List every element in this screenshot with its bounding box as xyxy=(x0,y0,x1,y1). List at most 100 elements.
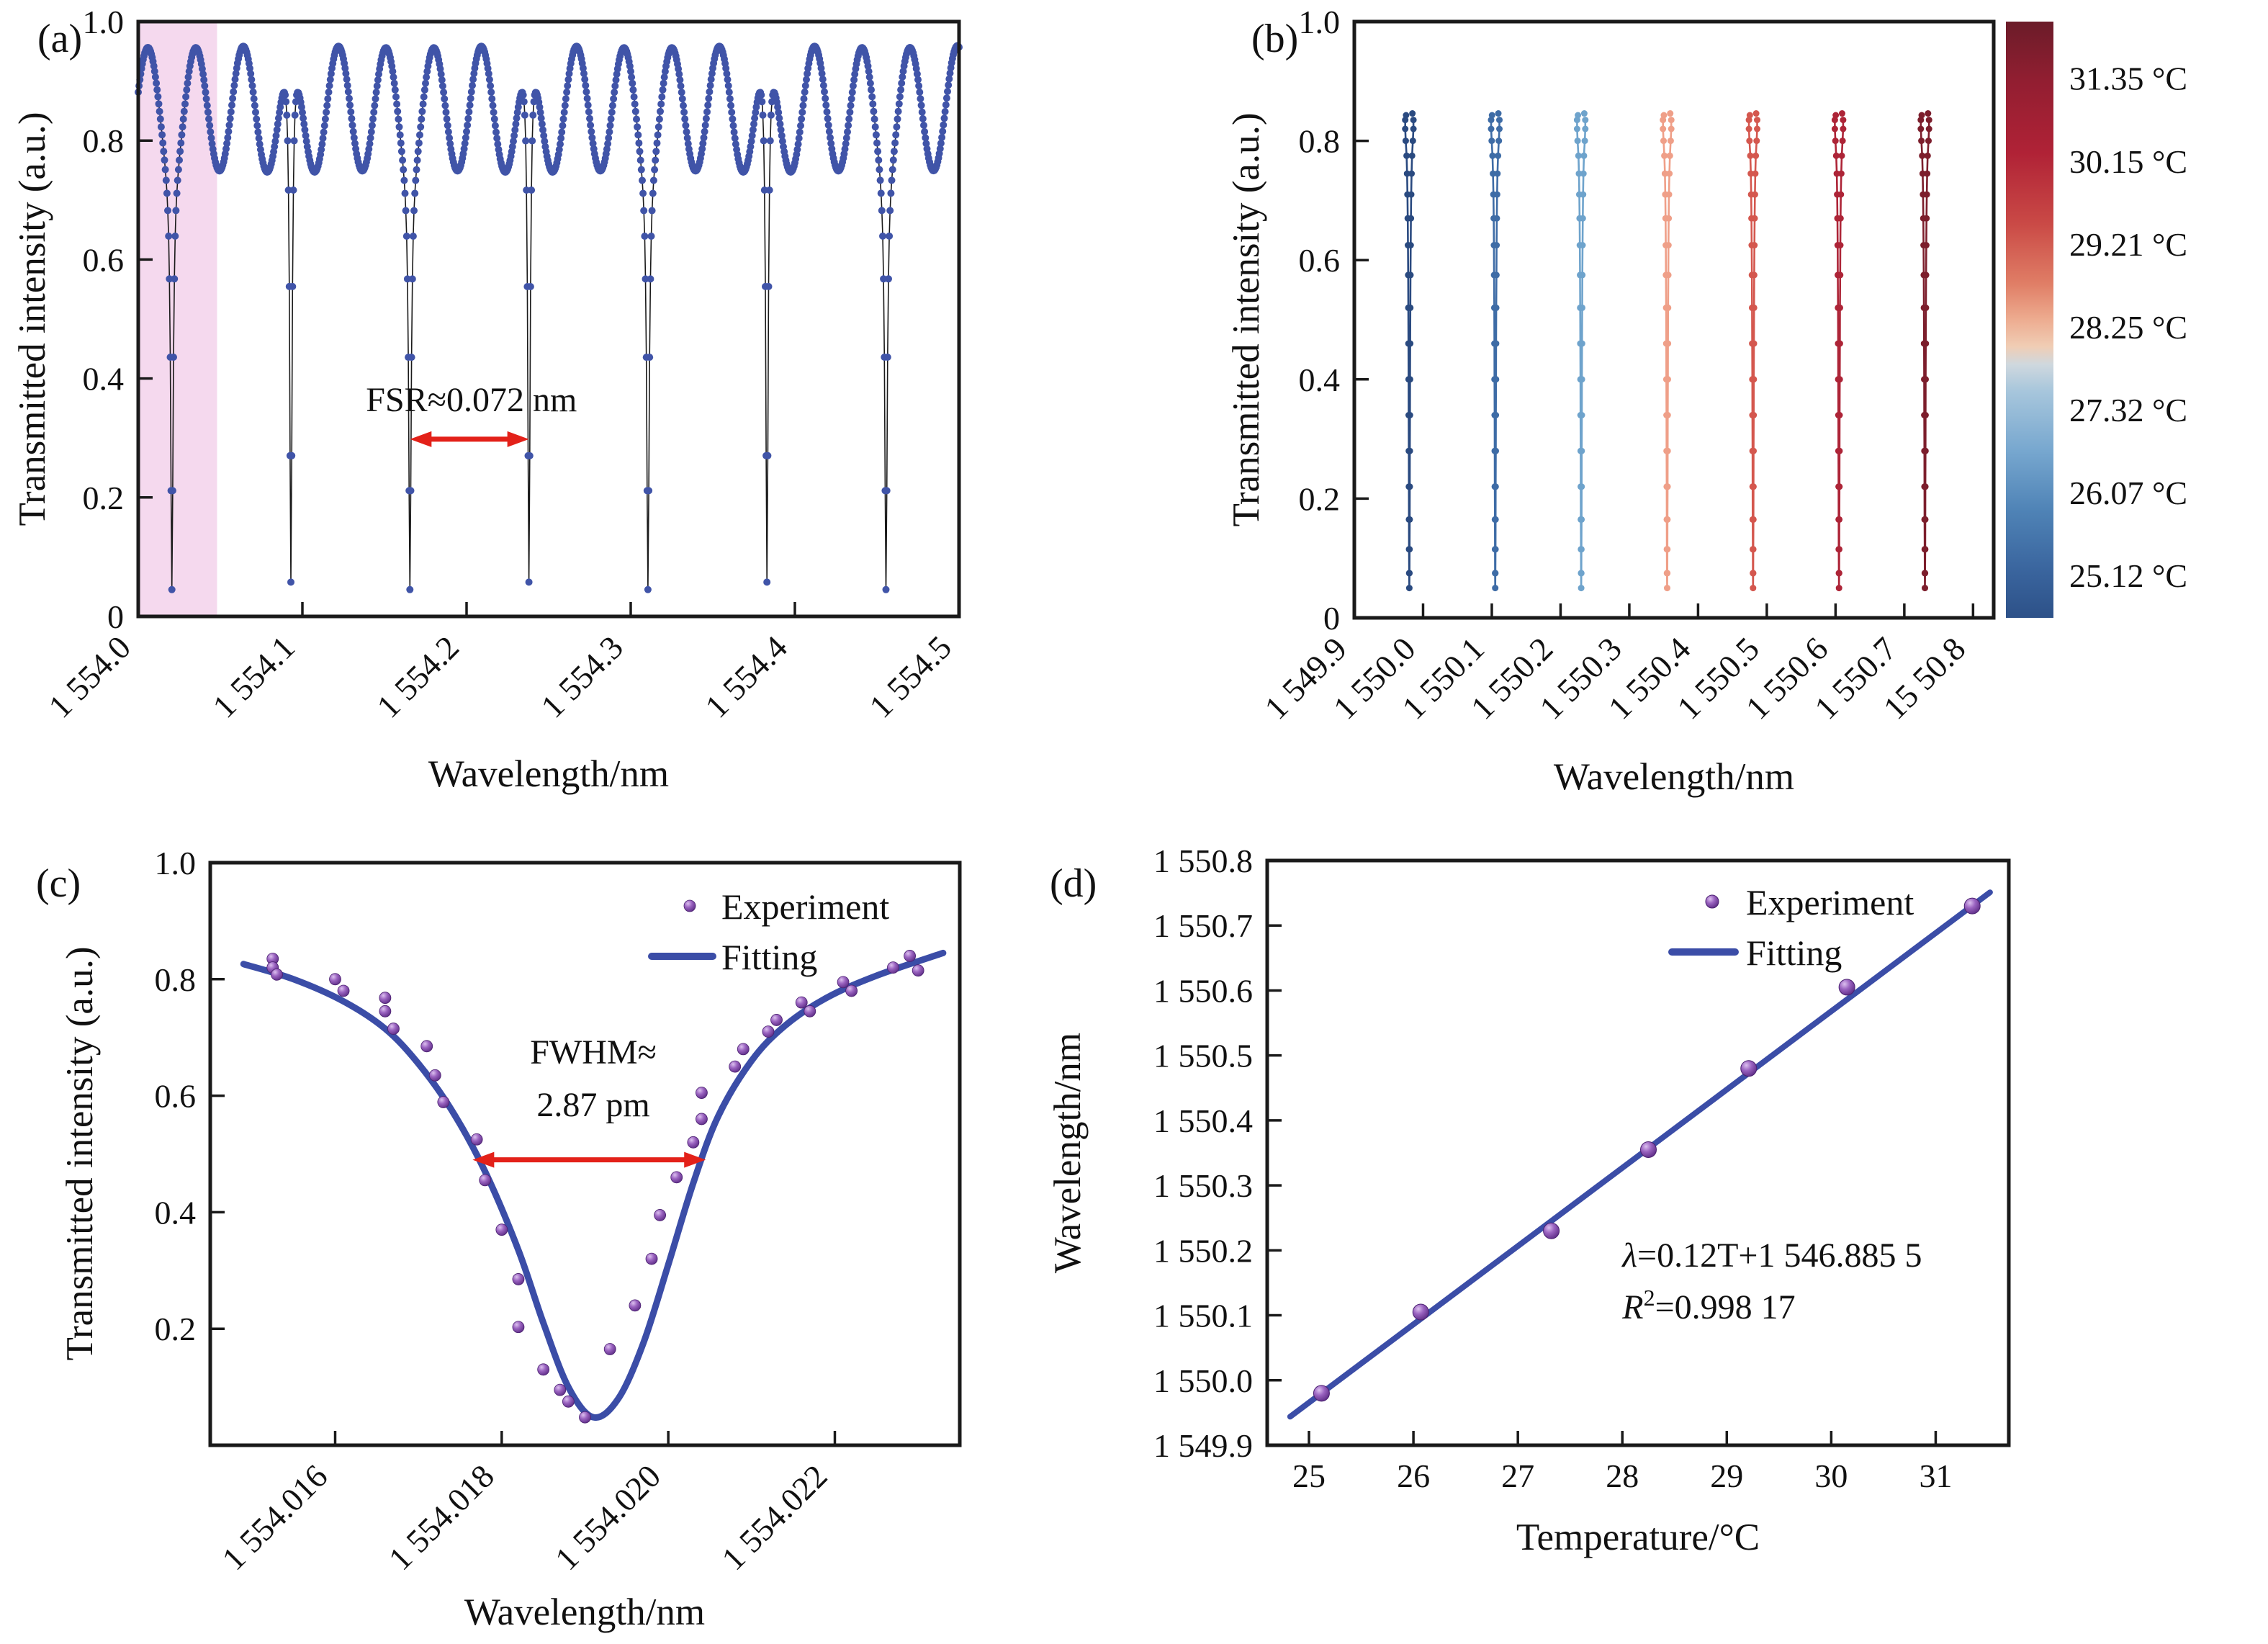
colorbar-label: 29.21 °C xyxy=(2069,226,2187,263)
experiment-point xyxy=(770,1014,783,1026)
trace-dot xyxy=(1660,112,1668,119)
trace-dot xyxy=(1406,516,1413,523)
trace-dot xyxy=(1838,152,1845,159)
spectrum-dot xyxy=(634,123,642,131)
spectrum-dot xyxy=(845,115,853,123)
legend-fitting-label: Fitting xyxy=(721,937,817,977)
trace-dot xyxy=(1917,125,1925,132)
spectrum-dot xyxy=(938,133,946,141)
spectrum-dot xyxy=(588,127,595,135)
spectrum-dot xyxy=(153,79,161,87)
spectrum-dot xyxy=(368,122,376,130)
trace-dot xyxy=(1923,215,1930,222)
spectrum-dot xyxy=(420,86,428,94)
spectrum-dot xyxy=(390,73,397,81)
spectrum-dot xyxy=(229,94,237,102)
spectrum-dot xyxy=(490,109,498,116)
spectrum-dot xyxy=(287,578,294,586)
spectrum-dot xyxy=(297,103,305,111)
panel-b-letter: (b) xyxy=(1251,17,1298,61)
spectrum-dot xyxy=(247,70,255,78)
spectrum-dot xyxy=(824,114,832,122)
spectrum-dot xyxy=(441,95,449,103)
trace-dot xyxy=(1750,376,1758,383)
colorbar-label: 27.32 °C xyxy=(2069,392,2187,428)
trace-dot xyxy=(1575,152,1582,159)
spectrum-dot xyxy=(422,79,429,87)
trace-dot xyxy=(1664,412,1671,418)
spectrum-dot xyxy=(198,65,206,73)
spectrum-dot xyxy=(887,189,895,197)
spectrum-dot xyxy=(225,127,233,135)
spectrum-dot xyxy=(156,115,164,123)
spectrum-dot xyxy=(484,65,492,72)
spectrum-dot xyxy=(607,115,615,123)
spectrum-dot xyxy=(726,95,734,103)
panel-d: 25 26 27 28 29 30 31 1 549.9 1 550.0 1 550.1 1 550… xyxy=(1047,843,2011,1558)
spectrum-dot xyxy=(420,93,428,101)
trace-dot xyxy=(1924,170,1931,177)
plot-border xyxy=(208,861,962,1447)
spectrum-dot xyxy=(825,127,833,135)
spectrum-dot xyxy=(683,128,690,136)
spectrum-dot xyxy=(730,128,738,136)
panel-b: 1 549.91 550.01 550.11 550.21 550.31 550… xyxy=(1225,4,2187,798)
spectrum-dot xyxy=(824,121,832,129)
spectrum-dot xyxy=(886,232,894,240)
spectrum-dot xyxy=(876,176,884,184)
spectrum-dot xyxy=(204,108,212,116)
spectrum-dot xyxy=(817,64,825,72)
y-tick-label: 0.6 xyxy=(1299,242,1341,279)
spectrum-dot xyxy=(325,89,333,96)
spectrum-dot xyxy=(342,70,350,78)
spectrum-dot xyxy=(727,102,735,109)
trace-dot xyxy=(1664,483,1671,490)
spectrum-dot xyxy=(526,452,534,459)
trace-dot xyxy=(1664,546,1671,553)
spectrum-dot xyxy=(274,114,282,122)
panel-c-ylabel: Transmitted intensity (a.u.) xyxy=(59,946,101,1360)
trace-dot xyxy=(1493,340,1500,347)
spectrum-dot xyxy=(610,95,618,103)
spectrum-dot xyxy=(891,139,899,147)
spectrum-dot xyxy=(397,139,405,147)
y-tick-label: 1 550.5 xyxy=(1153,1038,1253,1074)
spectrum-dot xyxy=(177,139,185,147)
spectrum-dot xyxy=(488,95,496,103)
spectrum-dot xyxy=(370,108,378,116)
spectrum-dot xyxy=(226,114,234,122)
spectrum-dot xyxy=(392,93,400,101)
experiment-point xyxy=(379,992,392,1005)
trace-dot xyxy=(1579,242,1586,248)
trace-dot xyxy=(1833,170,1840,177)
spectrum-dot xyxy=(201,82,209,90)
spectrum-dot xyxy=(749,126,757,134)
spectrum-dot xyxy=(417,123,425,131)
trace-dot xyxy=(1837,242,1844,248)
spectrum-dots xyxy=(135,42,963,593)
spectrum-dot xyxy=(165,232,173,240)
spectrum-dot xyxy=(635,139,643,147)
trace-dot xyxy=(1402,125,1409,132)
spectrum-dot xyxy=(402,207,410,215)
spectrum-dot xyxy=(403,275,411,283)
trace-dot xyxy=(1406,376,1413,383)
trace-dot xyxy=(1660,125,1667,132)
trace-dot xyxy=(1578,447,1585,454)
spectrum-dot xyxy=(723,70,731,78)
x-tick-label: 26 xyxy=(1397,1457,1430,1494)
spectrum-dot xyxy=(166,275,174,283)
fsr-annotation: FSR≈0.072 nm xyxy=(366,381,577,419)
spectrum-dot xyxy=(876,166,883,174)
spectrum-dot xyxy=(250,95,258,103)
spectrum-dot xyxy=(446,134,454,142)
spectrum-dot xyxy=(633,115,640,123)
spectrum-dot xyxy=(920,122,927,129)
trace-dot xyxy=(1664,447,1671,454)
spectrum-dot xyxy=(870,107,878,115)
x-tick-label: 25 xyxy=(1292,1457,1326,1494)
spectrum-dot xyxy=(561,102,569,109)
spectrum-dot xyxy=(176,148,184,156)
spectrum-dot xyxy=(174,166,182,174)
trace-dot xyxy=(1832,152,1840,159)
